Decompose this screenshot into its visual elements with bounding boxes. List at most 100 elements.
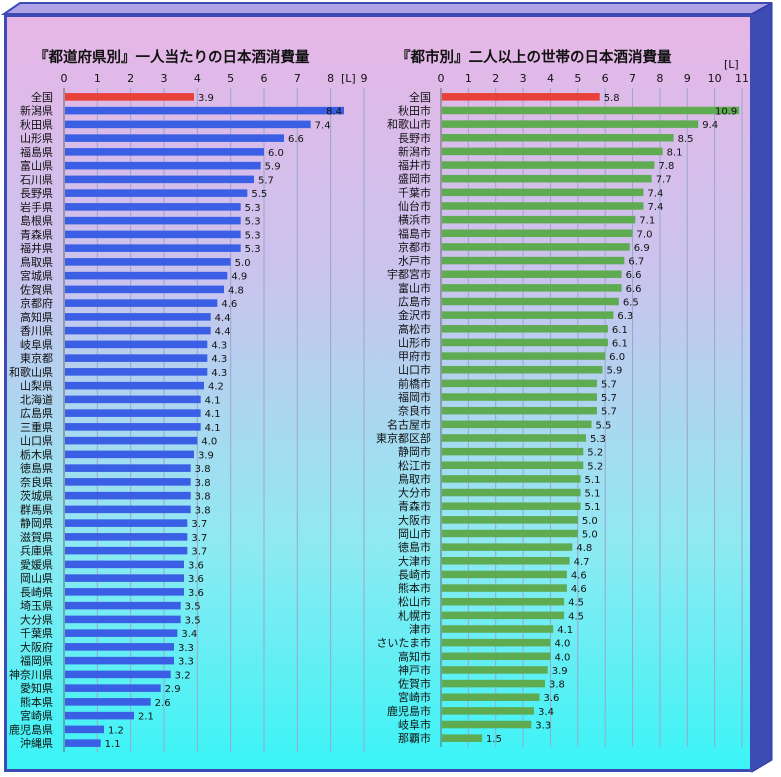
city-value-label: 6.9 (634, 243, 650, 254)
city-plot-area (441, 88, 742, 747)
city-category-label: 富山市 (398, 281, 431, 295)
pref-tick-label: 2 (127, 72, 134, 85)
pref-tick-label: 5 (227, 72, 234, 85)
city-bar (442, 134, 674, 142)
pref-value-label: 3.7 (191, 519, 207, 530)
pref-value-label: 4.1 (205, 395, 221, 406)
city-bar (442, 174, 652, 183)
city-bar (442, 638, 551, 647)
city-category-label: 横浜市 (398, 213, 431, 227)
city-bar (442, 679, 545, 688)
pref-value-label: 3.6 (188, 574, 204, 585)
pref-bar (65, 134, 284, 142)
city-value-label: 5.1 (585, 489, 601, 500)
pref-value-label: 6.6 (288, 134, 304, 145)
city-value-label: 5.7 (601, 407, 617, 418)
pref-value-label: 3.6 (188, 560, 204, 571)
pref-bar (65, 670, 171, 679)
pref-value-label: 3.8 (195, 505, 211, 516)
city-value-label: 8.5 (678, 134, 694, 145)
pref-value-label: 4.4 (215, 313, 231, 324)
city-bar (442, 434, 587, 442)
pref-bar (65, 106, 344, 115)
city-bar (442, 243, 630, 251)
city-bar (442, 734, 483, 742)
pref-category-label: 熊本県 (20, 695, 53, 709)
pref-category-label: 千葉県 (20, 626, 53, 640)
city-bar (442, 693, 540, 701)
pref-value-label: 3.3 (178, 643, 194, 654)
pref-bar (65, 313, 211, 321)
pref-value-label: 4.3 (211, 368, 227, 379)
city-category-label: 徳島市 (398, 540, 431, 554)
pref-value-label: 4.9 (231, 272, 247, 283)
city-tick-label: 6 (602, 72, 609, 85)
pref-bar (65, 643, 174, 651)
pref-unit-label: [L] (341, 72, 356, 85)
city-bar (442, 393, 597, 401)
chart-title-city: 『都市別』二人以上の世帯の日本酒消費量 (396, 50, 672, 66)
city-category-label: 京都市 (398, 240, 431, 254)
city-tick-label: 2 (492, 72, 499, 85)
city-bar (442, 311, 614, 319)
pref-bar (65, 354, 208, 362)
city-category-label: 秋田市 (398, 103, 431, 117)
city-bar (442, 120, 699, 128)
city-value-label: 8.1 (667, 147, 683, 158)
pref-category-label: 香川県 (20, 325, 53, 338)
city-category-label: 和歌山市 (387, 117, 431, 131)
city-category-label: 津市 (409, 622, 431, 636)
pref-category-label: 大分県 (20, 612, 53, 626)
city-value-label: 7.7 (656, 175, 672, 186)
pref-value-label: 3.8 (195, 478, 211, 489)
pref-category-label: 長野県 (20, 187, 53, 200)
pref-category-label: 群馬県 (20, 502, 53, 516)
city-tick-label: 11 (735, 72, 749, 85)
pref-value-label: 5.9 (265, 162, 281, 173)
city-category-label: 静岡市 (398, 445, 431, 459)
pref-category-label: 新潟県 (20, 104, 53, 118)
city-category-label: 宇都宮市 (387, 267, 431, 281)
pref-tick-label: 6 (261, 72, 268, 85)
city-bar (442, 652, 551, 661)
pref-category-label: 島根県 (20, 214, 53, 228)
pref-bar (65, 93, 194, 101)
pref-category-label: 徳島県 (20, 461, 53, 475)
city-value-label: 9.4 (702, 120, 718, 131)
city-value-label: 5.2 (587, 461, 603, 472)
city-tick-label: 7 (629, 72, 636, 85)
pref-bar (65, 244, 241, 252)
city-value-label: 7.4 (647, 188, 663, 199)
city-category-label: 岡山市 (398, 526, 431, 540)
city-bar (442, 516, 578, 524)
city-category-label: 山形市 (398, 335, 431, 349)
pref-category-label: 和歌山県 (9, 365, 53, 379)
city-category-label: 広島市 (398, 295, 431, 309)
pref-tick-label: 8 (327, 72, 334, 85)
pref-category-label: 富山県 (20, 159, 53, 173)
city-tick-label: 9 (684, 72, 691, 85)
city-value-label: 10.9 (715, 106, 737, 117)
pref-value-label: 2.6 (155, 698, 171, 709)
pref-category-label: 石川県 (20, 173, 53, 186)
pref-bar (65, 519, 188, 527)
pref-bar (65, 285, 224, 294)
pref-value-label: 4.1 (205, 409, 221, 420)
city-value-label: 3.6 (544, 693, 560, 704)
city-category-label: 松山市 (398, 595, 431, 609)
city-bar (442, 161, 655, 169)
pref-value-label: 3.8 (195, 492, 211, 503)
city-bar (442, 406, 597, 415)
city-value-label: 4.1 (557, 625, 573, 636)
pref-tick-label: 9 (361, 72, 368, 85)
city-value-label: 5.7 (601, 393, 617, 404)
city-value-label: 4.5 (568, 598, 584, 609)
pref-category-label: 愛知県 (20, 681, 53, 695)
city-bar (442, 557, 570, 565)
city-category-label: 福井市 (398, 158, 431, 172)
city-category-label: 全国 (409, 90, 431, 104)
city-value-label: 4.0 (554, 639, 570, 650)
pref-tick-label: 3 (161, 72, 168, 85)
city-tick-label: 8 (656, 72, 663, 85)
